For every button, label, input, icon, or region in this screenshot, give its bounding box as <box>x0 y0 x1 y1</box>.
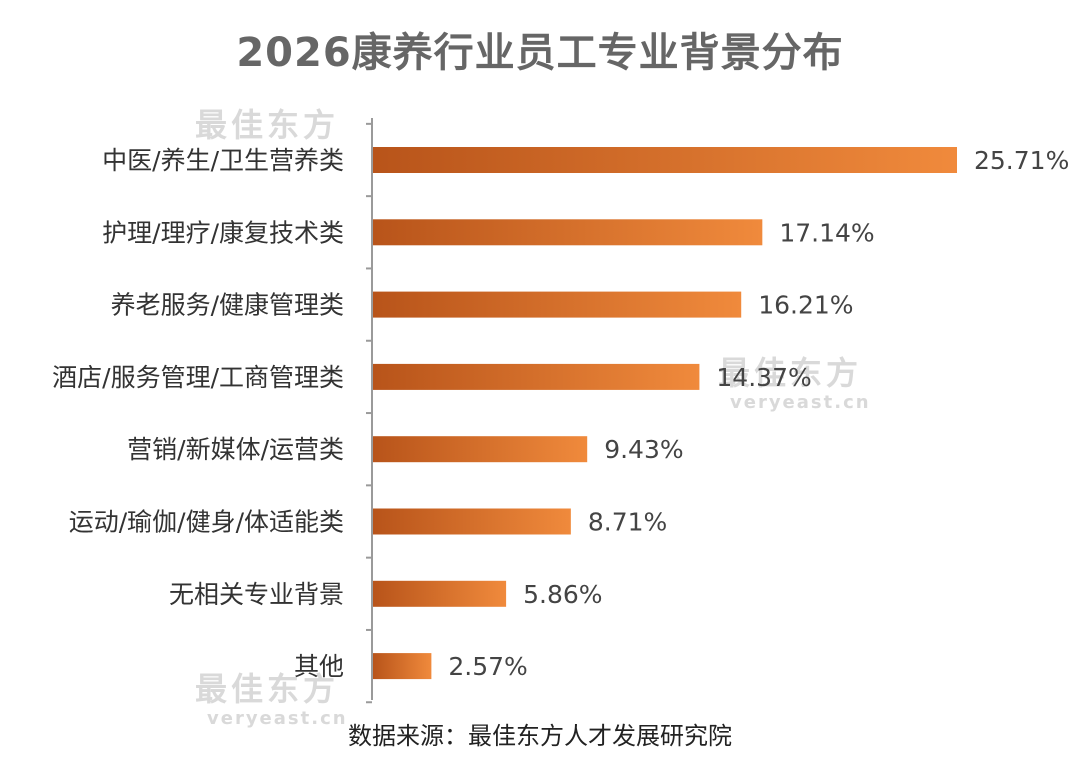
value-label: 8.71% <box>588 508 667 537</box>
category-label: 护理/理疗/康复技术类 <box>102 218 344 247</box>
value-label: 16.21% <box>758 291 853 320</box>
category-label: 无相关专业背景 <box>169 580 344 609</box>
value-label: 2.57% <box>448 652 527 681</box>
bar <box>373 508 571 535</box>
category-label: 营销/新媒体/运营类 <box>127 435 344 464</box>
category-label: 养老服务/健康管理类 <box>111 291 344 320</box>
value-label: 5.86% <box>523 580 602 609</box>
category-label: 其他 <box>294 652 344 681</box>
value-label: 25.71% <box>974 146 1069 175</box>
bar <box>373 219 763 246</box>
value-label: 14.37% <box>716 363 811 392</box>
bar <box>373 363 700 390</box>
category-label: 运动/瑜伽/健身/体适能类 <box>69 508 344 537</box>
bar <box>373 147 957 173</box>
bar <box>373 580 507 607</box>
value-label: 9.43% <box>604 435 683 464</box>
category-label: 酒店/服务管理/工商管理类 <box>52 363 344 392</box>
data-source-note: 数据来源：最佳东方人才发展研究院 <box>348 722 732 750</box>
value-label: 17.14% <box>779 218 874 247</box>
category-label: 中医/养生/卫生营养类 <box>102 146 344 175</box>
bar <box>373 291 742 318</box>
bar <box>373 653 432 680</box>
chart-title: 2026康养行业员工专业背景分布 <box>236 30 844 76</box>
bar <box>373 436 588 463</box>
